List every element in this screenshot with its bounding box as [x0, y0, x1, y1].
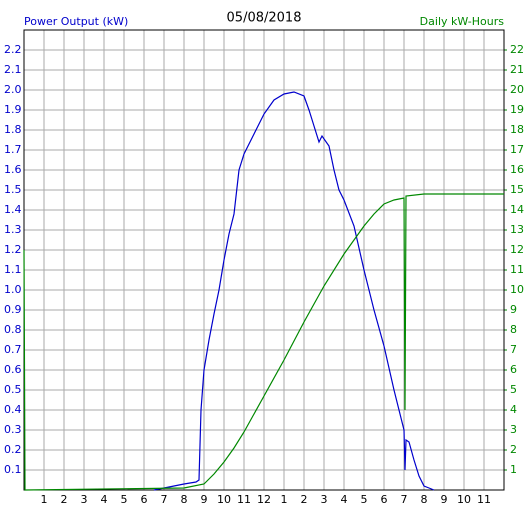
series-line: [23, 193, 504, 491]
y2-tick-label: 15: [510, 183, 524, 196]
x-tick-label: 10: [217, 493, 231, 506]
x-tick-label: 3: [321, 493, 328, 506]
x-tick-label: 6: [141, 493, 148, 506]
x-tick-label: 8: [181, 493, 188, 506]
y2-tick-label: 11: [510, 263, 524, 276]
x-tick-label: 3: [81, 493, 88, 506]
x-tick-label: 1: [41, 493, 48, 506]
x-tick-label: 2: [301, 493, 308, 506]
x-tick-label: 5: [121, 493, 128, 506]
y2-tick-label: 10: [510, 283, 524, 296]
y2-tick-label: 14: [510, 203, 524, 216]
x-tick-label: 9: [201, 493, 208, 506]
y2-tick-label: 4: [510, 403, 517, 416]
x-tick-label: 12: [257, 493, 271, 506]
x-tick-label: 2: [61, 493, 68, 506]
y-tick-label: 0.9: [4, 303, 22, 316]
y-tick-label: 1.2: [4, 243, 22, 256]
series-line: [153, 91, 435, 491]
x-tick-label: 4: [341, 493, 348, 506]
y-tick-label: 2.0: [4, 83, 22, 96]
x-tick-label: 9: [441, 493, 448, 506]
y-tick-label: 0.6: [4, 363, 22, 376]
y-tick-label: 1.3: [4, 223, 22, 236]
y2-tick-label: 9: [510, 303, 517, 316]
y-tick-label: 0.4: [4, 403, 22, 416]
x-tick-label: 6: [381, 493, 388, 506]
y-tick-label: 0.2: [4, 443, 22, 456]
y-tick-label: 1.0: [4, 283, 22, 296]
y2-tick-label: 3: [510, 423, 517, 436]
y2-tick-label: 7: [510, 343, 517, 356]
y2-tick-label: 18: [510, 123, 524, 136]
y-tick-label: 1.8: [4, 123, 22, 136]
x-tick-label: 7: [401, 493, 408, 506]
y2-tick-label: 19: [510, 103, 524, 116]
y2-tick-label: 17: [510, 143, 524, 156]
x-tick-label: 11: [237, 493, 251, 506]
y2-tick-label: 20: [510, 83, 524, 96]
y-tick-label: 1.9: [4, 103, 22, 116]
y-axis-label: Power Output (kW): [24, 15, 128, 28]
y2-tick-label: 12: [510, 243, 524, 256]
y2-tick-label: 21: [510, 63, 524, 76]
x-tick-label: 1: [281, 493, 288, 506]
y-tick-label: 1.4: [4, 203, 22, 216]
y2-axis-label: Daily kW-Hours: [420, 15, 505, 28]
y2-tick-label: 2: [510, 443, 517, 456]
y-tick-label: 0.5: [4, 383, 22, 396]
y-tick-label: 2.2: [4, 43, 22, 56]
y-tick-label: 1.1: [4, 263, 22, 276]
y2-tick-label: 13: [510, 223, 524, 236]
x-tick-label: 5: [361, 493, 368, 506]
x-tick-label: 11: [477, 493, 491, 506]
x-tick-label: 4: [101, 493, 108, 506]
y2-tick-label: 22: [510, 43, 524, 56]
y-tick-label: 0.1: [4, 463, 22, 476]
y-tick-label: 0.3: [4, 423, 22, 436]
y2-tick-label: 16: [510, 163, 524, 176]
x-tick-label: 10: [457, 493, 471, 506]
y2-tick-label: 8: [510, 323, 517, 336]
y2-tick-label: 5: [510, 383, 517, 396]
chart-title: 05/08/2018: [227, 11, 302, 26]
y-tick-label: 2.1: [4, 63, 22, 76]
x-tick-label: 7: [161, 493, 168, 506]
x-tick-label: 8: [421, 493, 428, 506]
y-tick-label: 1.6: [4, 163, 22, 176]
y-tick-label: 0.7: [4, 343, 22, 356]
y-tick-label: 1.5: [4, 183, 22, 196]
y-tick-label: 1.7: [4, 143, 22, 156]
y2-tick-label: 6: [510, 363, 517, 376]
y2-tick-label: 1: [510, 463, 517, 476]
y-tick-label: 0.8: [4, 323, 22, 336]
